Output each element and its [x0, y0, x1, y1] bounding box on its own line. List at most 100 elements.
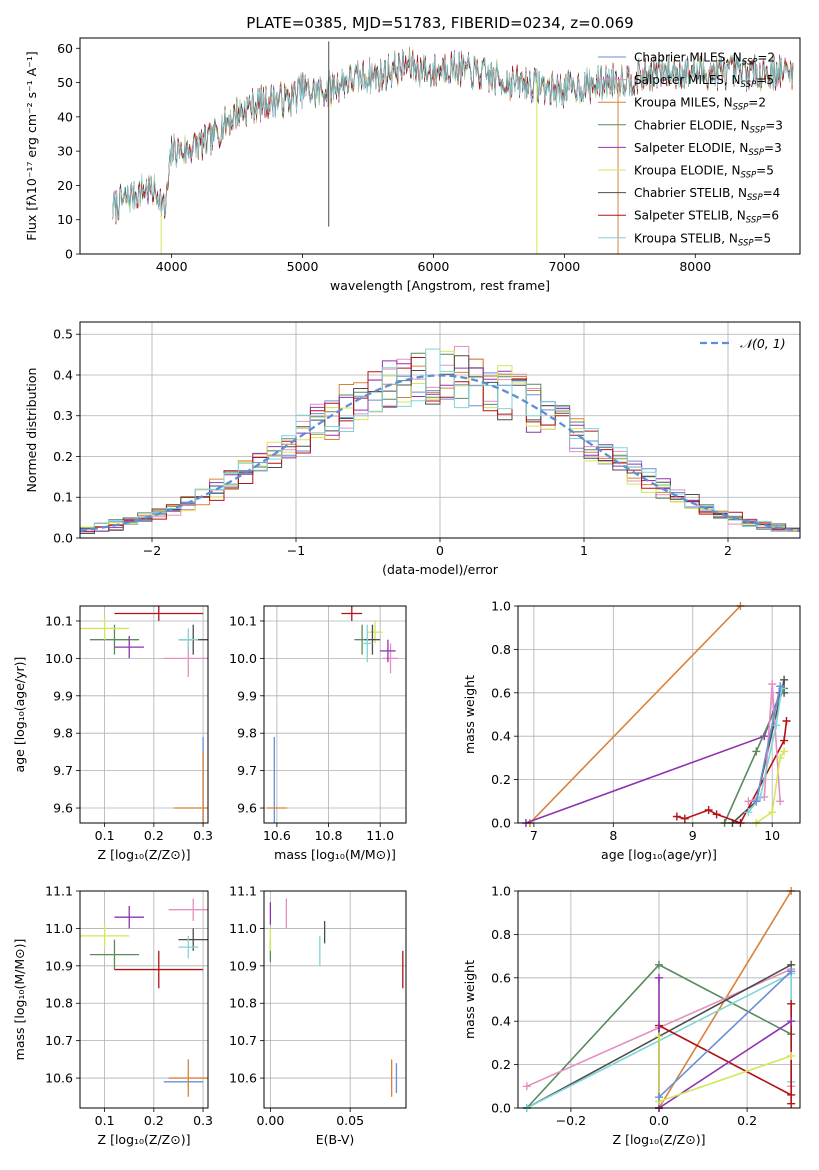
normal-curve	[80, 374, 800, 533]
spectrum-axes: 4000 5000 6000 7000 8000 0 10 20 30 40 50 60 wavelen…	[24, 37, 801, 293]
legend-entry: Salpeter MILES, NSSP=5	[634, 73, 774, 90]
errorbar-point	[380, 639, 396, 663]
errorbar-point	[114, 606, 204, 621]
weight-marker	[655, 1093, 663, 1102]
y-tick-label: 0.6	[491, 970, 511, 985]
x-tick-label: 0.0	[649, 1113, 669, 1128]
x-tick-label: 0.00	[256, 1113, 284, 1128]
weight-marker	[712, 810, 721, 819]
y-tick-label: 10.1	[45, 613, 73, 628]
axes-frame	[263, 605, 407, 824]
legend-entry: Chabrier STELIB, NSSP=4	[634, 186, 780, 203]
weight-marker	[780, 736, 789, 745]
y-tick-label: 0.4	[491, 729, 511, 744]
y-tick-label: 9.7	[53, 763, 73, 778]
y-tick-label: 0.0	[491, 816, 511, 831]
y-tick-label: 10.9	[45, 958, 73, 973]
axes-frame	[517, 890, 801, 1109]
errorbar-point	[168, 898, 208, 921]
legend-entry: Kroupa ELODIE, NSSP=5	[634, 164, 774, 181]
x-axis-label: age [log₁₀(age/yr)]	[601, 847, 717, 862]
weight-marker	[782, 717, 791, 726]
y-tick-label: 0	[65, 247, 73, 262]
weight-marker	[752, 747, 761, 756]
age_vs_Z-axes: 0.1 0.2 0.3 9.6 9.7 9.8 9.9 10.0 10.1 Z [log₁₀(Z/…	[12, 605, 213, 862]
weight-marker	[522, 1082, 531, 1091]
errorbar-point	[173, 751, 208, 823]
y-tick-label: 0.3	[53, 408, 73, 423]
y-tick-label: 10.8	[45, 996, 73, 1011]
y-tick-label: 20	[57, 178, 73, 193]
x-tick-label: 11.0	[366, 828, 394, 843]
y-tick-label: 11.0	[229, 921, 257, 936]
y-tick-label: 10.7	[229, 1033, 257, 1048]
x-tick-label: −0.2	[556, 1113, 586, 1128]
weight-marker	[768, 680, 777, 689]
axes-frame	[79, 890, 209, 1109]
weight-marker	[776, 753, 785, 762]
histogram-kroupa-stelib	[80, 348, 800, 536]
weight-marker	[655, 1032, 663, 1041]
y-tick-label: 10.6	[229, 1071, 257, 1086]
weight-line	[747, 688, 783, 813]
weight-marker	[772, 721, 781, 730]
weight-marker	[744, 797, 753, 806]
y-axis-label: Normed distribution	[24, 368, 39, 493]
y-tick-label: 10.0	[45, 651, 73, 666]
errorbar-point	[80, 924, 130, 948]
y-tick-label: 11.1	[45, 884, 73, 899]
x-tick-label: 0.2	[144, 828, 164, 843]
legend-entry: Chabrier ELODIE, NSSP=3	[634, 118, 783, 135]
y-tick-label: 60	[57, 41, 73, 56]
y-tick-label: 0.8	[491, 927, 511, 942]
y-tick-label: 0.8	[491, 642, 511, 657]
x-tick-label: 0	[436, 543, 444, 558]
y-tick-label: 10.0	[229, 651, 257, 666]
x-tick-label: 0.3	[193, 828, 213, 843]
y-tick-label: 9.9	[53, 688, 73, 703]
errorbar-point	[89, 939, 140, 970]
axes-frame	[79, 321, 801, 539]
x-tick-label: 0.2	[144, 1113, 164, 1128]
y-tick-label: 0.5	[53, 327, 73, 342]
weight-marker	[768, 808, 777, 817]
residual-legend: 𝒩(0, 1)	[700, 336, 786, 351]
figure-title: PLATE=0385, MJD=51783, FIBERID=0234, z=0…	[246, 14, 633, 32]
y-tick-label: 50	[57, 75, 73, 90]
weight-line	[755, 750, 785, 823]
legend-entry: 𝒩(0, 1)	[740, 336, 786, 351]
y-tick-label: 9.7	[237, 763, 257, 778]
weight-line	[748, 684, 781, 803]
errorbar-point	[89, 624, 140, 655]
errorbar-point	[114, 635, 144, 659]
x-axis-label: E(B-V)	[316, 1132, 355, 1147]
y-tick-label: 11.0	[45, 921, 73, 936]
age_vs_mass-axes: 10.6 10.8 11.0 9.6 9.7 9.8 9.9 10.0 10.1 mass [lo…	[229, 605, 407, 862]
y-tick-label: 0.1	[53, 490, 73, 505]
weight-line	[658, 970, 792, 1098]
weight-marker	[780, 675, 789, 684]
errorbar-point	[168, 1059, 208, 1097]
errorbar-point	[114, 950, 204, 989]
weight-marker	[704, 805, 713, 814]
errorbar-point	[382, 643, 399, 674]
y-axis-label: Flux [fλ10⁻¹⁷ erg cm⁻² s⁻¹ A⁻¹]	[24, 51, 39, 240]
residuals-axes: −2 −1 0 1 2 0.0 0.1 0.2 0.3 0.4 0.5 (data-model)/er…	[24, 321, 801, 577]
y-tick-label: 9.6	[53, 801, 73, 816]
axes-frame	[263, 890, 407, 1109]
axes-frame	[79, 37, 801, 255]
y-tick-label: 10.9	[229, 958, 257, 973]
y-tick-label: 0.2	[491, 1057, 511, 1072]
x-axis-label: wavelength [Angstrom, rest frame]	[330, 278, 550, 293]
y-tick-label: 40	[57, 109, 73, 124]
y-tick-label: 30	[57, 144, 73, 159]
weight-marker	[776, 682, 785, 691]
x-tick-label: 10.6	[263, 828, 291, 843]
y-tick-label: 10.1	[229, 613, 257, 628]
errorbar-point	[80, 617, 130, 640]
y-tick-label: 10.6	[45, 1071, 73, 1086]
x-tick-label: 7	[530, 828, 538, 843]
x-tick-label: 4000	[156, 259, 188, 274]
weight-line	[658, 1036, 792, 1103]
